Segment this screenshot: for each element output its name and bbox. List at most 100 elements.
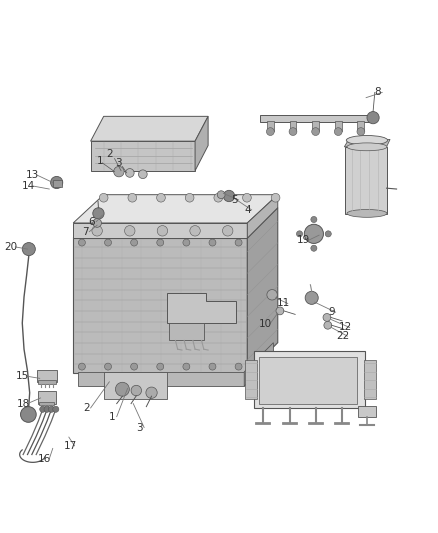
- Bar: [312, 121, 319, 131]
- Text: 8: 8: [374, 87, 381, 98]
- Circle shape: [209, 363, 216, 370]
- Polygon shape: [344, 140, 390, 147]
- Text: 3: 3: [115, 158, 121, 168]
- Ellipse shape: [346, 135, 388, 145]
- Bar: [53, 180, 62, 187]
- Text: 9: 9: [328, 307, 335, 317]
- Polygon shape: [91, 141, 195, 171]
- Text: 13: 13: [26, 170, 39, 180]
- Circle shape: [323, 313, 331, 321]
- Circle shape: [289, 128, 297, 135]
- Ellipse shape: [347, 209, 387, 217]
- Circle shape: [305, 292, 318, 304]
- Text: 12: 12: [339, 322, 352, 333]
- Circle shape: [146, 387, 157, 398]
- Bar: [39, 380, 56, 384]
- Circle shape: [223, 225, 233, 236]
- Circle shape: [93, 219, 102, 228]
- Circle shape: [40, 406, 46, 413]
- Bar: [335, 121, 342, 131]
- Bar: [254, 351, 365, 408]
- Circle shape: [235, 239, 242, 246]
- Bar: [357, 121, 364, 131]
- Polygon shape: [104, 372, 167, 399]
- Circle shape: [185, 193, 194, 202]
- Circle shape: [138, 170, 147, 179]
- Circle shape: [44, 406, 50, 413]
- Text: 4: 4: [244, 205, 251, 215]
- Polygon shape: [247, 195, 278, 238]
- Bar: [290, 121, 297, 131]
- Circle shape: [223, 190, 235, 201]
- Circle shape: [131, 363, 138, 370]
- Circle shape: [78, 363, 85, 370]
- Text: 2: 2: [83, 403, 89, 413]
- Bar: [39, 402, 54, 405]
- Text: 6: 6: [88, 217, 95, 227]
- Circle shape: [92, 225, 102, 236]
- Circle shape: [125, 168, 134, 177]
- Circle shape: [183, 239, 190, 246]
- Circle shape: [243, 193, 251, 202]
- Bar: [38, 391, 56, 403]
- Circle shape: [209, 239, 216, 246]
- Circle shape: [183, 363, 190, 370]
- Polygon shape: [73, 238, 247, 373]
- Text: 22: 22: [336, 331, 350, 341]
- Circle shape: [312, 128, 320, 135]
- Circle shape: [311, 216, 317, 223]
- Circle shape: [78, 239, 85, 246]
- Circle shape: [131, 239, 138, 246]
- Circle shape: [311, 245, 317, 251]
- Polygon shape: [78, 372, 244, 386]
- Polygon shape: [244, 343, 273, 386]
- Circle shape: [324, 321, 332, 329]
- Text: 1: 1: [97, 156, 103, 166]
- Bar: [364, 360, 376, 399]
- Text: 2: 2: [106, 149, 113, 159]
- Text: 10: 10: [259, 319, 272, 329]
- Bar: [267, 121, 274, 131]
- Text: 15: 15: [16, 371, 29, 381]
- Circle shape: [131, 385, 141, 396]
- Polygon shape: [91, 116, 208, 141]
- Circle shape: [266, 128, 274, 135]
- Circle shape: [48, 406, 54, 413]
- Circle shape: [21, 407, 36, 422]
- Circle shape: [325, 231, 331, 237]
- Text: 18: 18: [17, 399, 30, 409]
- Bar: [260, 115, 371, 122]
- Text: 1: 1: [109, 411, 116, 422]
- Circle shape: [304, 224, 323, 244]
- Circle shape: [235, 363, 242, 370]
- Polygon shape: [247, 208, 278, 373]
- Circle shape: [99, 193, 108, 202]
- Circle shape: [267, 289, 277, 300]
- Circle shape: [124, 225, 135, 236]
- Text: 17: 17: [64, 441, 77, 451]
- Circle shape: [128, 193, 137, 202]
- Text: 3: 3: [137, 423, 143, 433]
- Circle shape: [297, 231, 303, 237]
- Text: 19: 19: [297, 236, 311, 245]
- Polygon shape: [73, 223, 247, 238]
- Circle shape: [367, 111, 379, 124]
- Circle shape: [217, 191, 225, 199]
- Text: 20: 20: [4, 242, 18, 252]
- Text: 5: 5: [231, 195, 237, 205]
- Circle shape: [334, 128, 342, 135]
- Text: 7: 7: [81, 227, 88, 237]
- Polygon shape: [73, 195, 278, 223]
- Polygon shape: [73, 208, 278, 238]
- Circle shape: [53, 406, 59, 413]
- Circle shape: [157, 225, 168, 236]
- Circle shape: [114, 166, 124, 177]
- Circle shape: [50, 176, 63, 189]
- Circle shape: [271, 193, 280, 202]
- Polygon shape: [195, 116, 208, 171]
- Circle shape: [93, 208, 104, 219]
- Circle shape: [276, 307, 284, 315]
- Bar: [345, 147, 387, 214]
- Circle shape: [105, 363, 112, 370]
- Bar: [37, 370, 57, 382]
